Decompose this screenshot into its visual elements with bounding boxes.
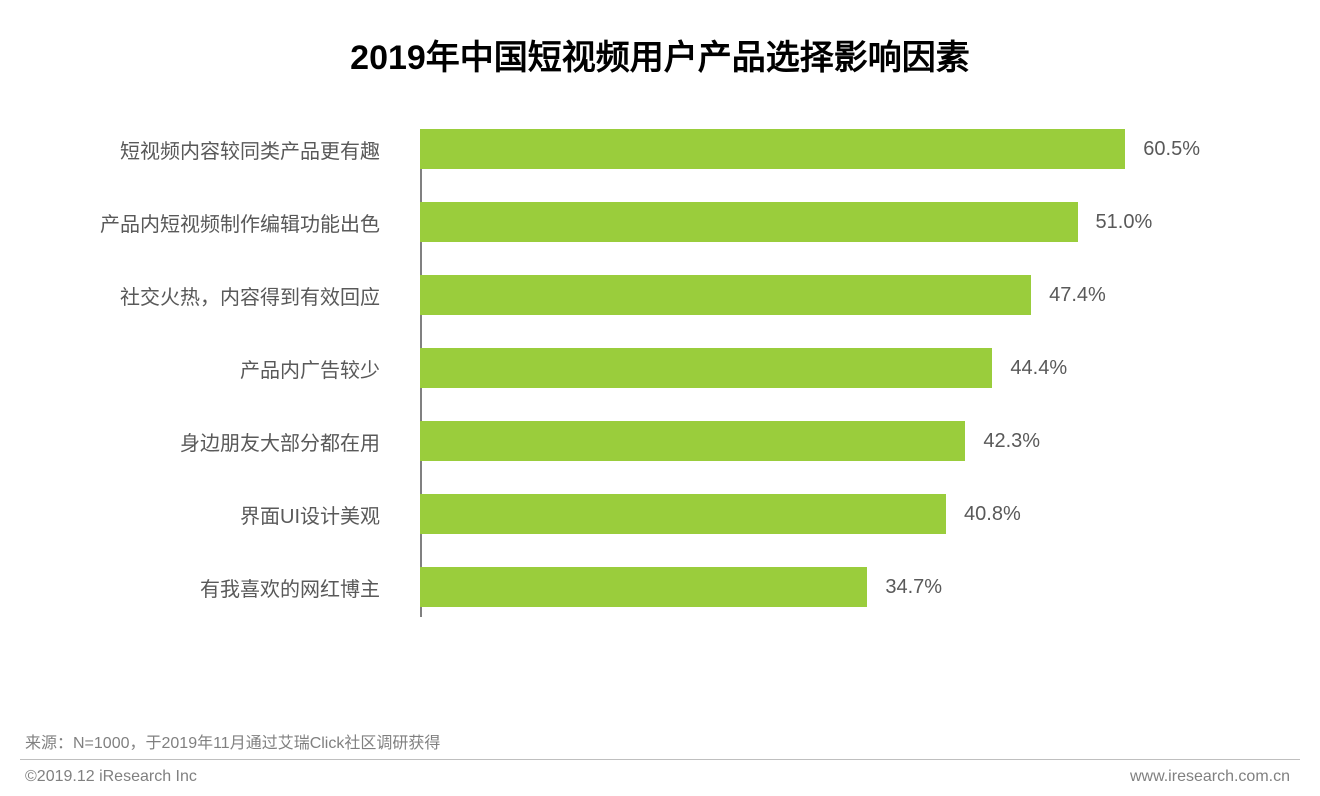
bar-label: 有我喜欢的网红博主 xyxy=(20,573,400,602)
bar xyxy=(420,567,867,607)
source-note: 来源：N=1000，于2019年11月通过艾瑞Click社区调研获得 xyxy=(20,723,1300,759)
bar xyxy=(420,202,1078,242)
chart-container: 2019年中国短视频用户产品选择影响因素 短视频内容较同类产品更有趣60.5%产… xyxy=(0,0,1320,796)
bar-value: 47.4% xyxy=(1049,284,1106,307)
bar-value: 40.8% xyxy=(964,503,1021,526)
bar xyxy=(420,421,965,461)
bar-label: 短视频内容较同类产品更有趣 xyxy=(20,135,400,164)
chart-plot-area: 短视频内容较同类产品更有趣60.5%产品内短视频制作编辑功能出色51.0%社交火… xyxy=(20,129,1300,723)
bars-group: 短视频内容较同类产品更有趣60.5% 产品内短视频制作编辑功能出色51.0% 社交火… xyxy=(420,129,1200,607)
bar-label: 产品内广告较少 xyxy=(20,354,400,383)
chart-title: 2019年中国短视频用户产品选择影响因素 xyxy=(20,30,1300,79)
bar-label: 产品内短视频制作编辑功能出色 xyxy=(20,208,400,237)
bar-row: 短视频内容较同类产品更有趣60.5% xyxy=(420,129,1200,169)
bar-row: 界面UI设计美观40.8% xyxy=(420,494,1200,534)
bar-label: 社交火热，内容得到有效回应 xyxy=(20,281,400,310)
copyright-text: ©2019.12 iResearch Inc xyxy=(25,768,197,786)
bar-value: 34.7% xyxy=(885,576,942,599)
bar-row: 社交火热，内容得到有效回应47.4% xyxy=(420,275,1200,315)
bar-row: 产品内广告较少44.4% xyxy=(420,348,1200,388)
bar-label: 身边朋友大部分都在用 xyxy=(20,427,400,456)
website-link: www.iresearch.com.cn xyxy=(1130,768,1290,786)
bar xyxy=(420,275,1031,315)
bar-row: 产品内短视频制作编辑功能出色51.0% xyxy=(420,202,1200,242)
bar-row: 身边朋友大部分都在用42.3% xyxy=(420,421,1200,461)
bar-value: 60.5% xyxy=(1143,138,1200,161)
bar-value: 44.4% xyxy=(1010,357,1067,380)
bar xyxy=(420,348,992,388)
bar-row: 有我喜欢的网红博主34.7% xyxy=(420,567,1200,607)
footer: ©2019.12 iResearch Inc www.iresearch.com… xyxy=(20,759,1300,796)
bar-label: 界面UI设计美观 xyxy=(20,500,400,529)
bar-value: 51.0% xyxy=(1096,211,1153,234)
bar-value: 42.3% xyxy=(983,430,1040,453)
bar xyxy=(420,129,1125,169)
bar xyxy=(420,494,946,534)
